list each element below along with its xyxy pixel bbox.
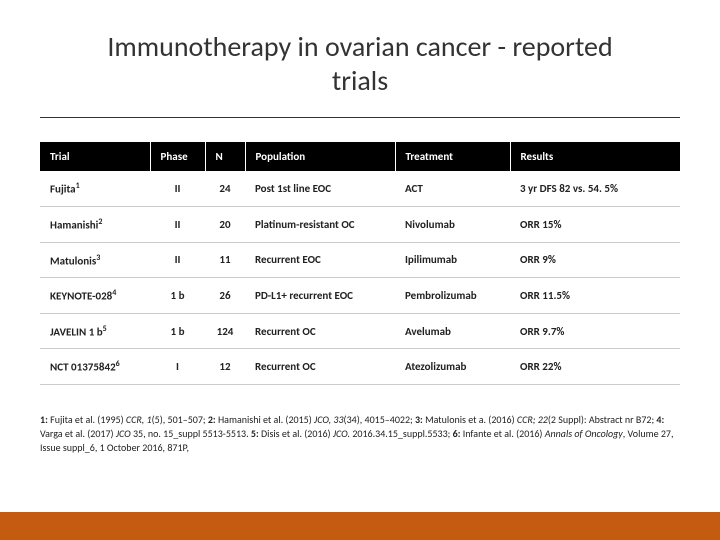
cell-population: Post 1st line EOC [245, 171, 395, 206]
footnote-text: (5), 501–507; [152, 413, 208, 426]
cell-phase: II [150, 242, 205, 278]
cell-population: PD-L1+ recurrent EOC [245, 278, 395, 314]
cell-population: Platinum-resistant OC [245, 206, 395, 242]
footnote-num: 6: [453, 427, 463, 440]
cell-phase: II [150, 171, 205, 206]
cell-treatment: ACT [395, 171, 510, 206]
trial-superscript: 1 [76, 181, 80, 191]
cell-phase: I [150, 349, 205, 385]
trial-superscript: 5 [103, 324, 107, 334]
slide-title: Immunotherapy in ovarian cancer - report… [40, 0, 680, 109]
cell-results: ORR 11.5% [510, 278, 680, 314]
cell-treatment: Pembrolizumab [395, 278, 510, 314]
cell-n: 24 [205, 171, 245, 206]
footnote-text: Fujita et al. (1995) [50, 413, 126, 426]
trial-superscript: 4 [112, 288, 116, 298]
cell-phase: 1 b [150, 278, 205, 314]
footnote-text: Disis et al. (2016) [261, 427, 333, 440]
cell-phase: II [150, 206, 205, 242]
footnote-text: Varga et al. (2017) [40, 427, 116, 440]
table-row: Matulonis3II11Recurrent EOCIpilimumabORR… [40, 242, 680, 278]
cell-results: ORR 9% [510, 242, 680, 278]
cell-phase: 1 b [150, 313, 205, 349]
cell-results: ORR 15% [510, 206, 680, 242]
header-treatment: Treatment [395, 142, 510, 171]
footnote-journal: Annals of Oncology [545, 427, 623, 440]
footnote-journal: CCR; 22 [517, 413, 548, 426]
footnote-journal: CCR, 1 [126, 413, 152, 426]
cell-n: 12 [205, 349, 245, 385]
footnote-text: (2 Suppl): Abstract nr B72; [548, 413, 657, 426]
cell-n: 124 [205, 313, 245, 349]
cell-population: Recurrent OC [245, 349, 395, 385]
header-trial: Trial [40, 142, 150, 171]
header-population: Population [245, 142, 395, 171]
trials-table: Trial Phase N Population Treatment Resul… [40, 142, 680, 385]
cell-n: 26 [205, 278, 245, 314]
footnote-num: 1: [40, 413, 50, 426]
header-results: Results [510, 142, 680, 171]
footnote-text: Infante et al. (2016) [463, 427, 545, 440]
header-n: N [205, 142, 245, 171]
cell-trial: Hamanishi2 [40, 206, 150, 242]
cell-treatment: Nivolumab [395, 206, 510, 242]
footnote-text: Hamanishi et al. (2015) [218, 413, 314, 426]
cell-population: Recurrent OC [245, 313, 395, 349]
cell-population: Recurrent EOC [245, 242, 395, 278]
footnote-text: 2016.34.15_suppl.5533; [350, 427, 453, 440]
trial-superscript: 2 [98, 217, 102, 227]
cell-n: 20 [205, 206, 245, 242]
cell-trial: KEYNOTE-0284 [40, 278, 150, 314]
table-row: NCT 013758426I12Recurrent OCAtezolizumab… [40, 349, 680, 385]
cell-trial: JAVELIN 1 b5 [40, 313, 150, 349]
cell-n: 11 [205, 242, 245, 278]
cell-results: 3 yr DFS 82 vs. 54. 5% [510, 171, 680, 206]
footnote-num: 4: [656, 413, 664, 426]
table-row: Hamanishi2II20Platinum-resistant OCNivol… [40, 206, 680, 242]
cell-treatment: Atezolizumab [395, 349, 510, 385]
cell-treatment: Ipilimumab [395, 242, 510, 278]
cell-results: ORR 22% [510, 349, 680, 385]
footnote-journal: JCO. [333, 427, 350, 440]
cell-trial: Fujita1 [40, 171, 150, 206]
footnote-num: 3: [415, 413, 425, 426]
trial-superscript: 3 [96, 253, 100, 263]
header-phase: Phase [150, 142, 205, 171]
footnote-text: (34), 4015–4022; [344, 413, 415, 426]
footnote-journal: JCO, 33 [314, 413, 344, 426]
footnote-num: 2: [208, 413, 218, 426]
cell-treatment: Avelumab [395, 313, 510, 349]
cell-trial: NCT 013758426 [40, 349, 150, 385]
table-row: JAVELIN 1 b51 b124Recurrent OCAvelumabOR… [40, 313, 680, 349]
cell-trial: Matulonis3 [40, 242, 150, 278]
footer-accent-bar [0, 512, 720, 540]
table-row: Fujita1II24Post 1st line EOCACT3 yr DFS … [40, 171, 680, 206]
table-row: KEYNOTE-02841 b26PD-L1+ recurrent EOCPem… [40, 278, 680, 314]
table-header-row: Trial Phase N Population Treatment Resul… [40, 142, 680, 171]
footnote-num: 5: [251, 427, 261, 440]
footnote-journal: JCO [116, 427, 131, 440]
footnote-text: Matulonis et a. (2016) [425, 413, 517, 426]
cell-results: ORR 9.7% [510, 313, 680, 349]
footnotes: 1: Fujita et al. (1995) CCR, 1(5), 501–5… [40, 413, 680, 455]
footnote-text: 35, no. 15_suppl 5513-5513. [131, 427, 251, 440]
trial-superscript: 6 [116, 359, 120, 369]
